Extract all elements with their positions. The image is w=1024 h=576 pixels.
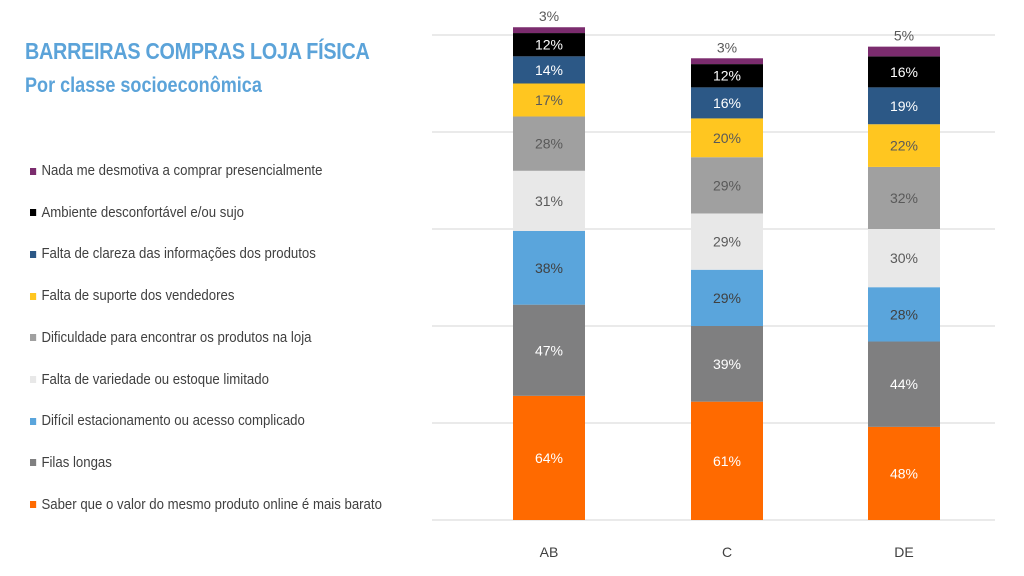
bar-segment [868, 124, 940, 167]
data-label: 28% [535, 136, 563, 152]
data-label: 3% [717, 39, 737, 55]
bar-segment [691, 326, 763, 402]
bar-segment [691, 269, 763, 326]
legend-label: Falta de clareza das informações dos pro… [41, 245, 316, 263]
legend-label: Falta de suporte dos vendedores [41, 287, 235, 305]
bar-segment [868, 426, 940, 520]
legend-label: Falta de variedade ou estoque limitado [41, 370, 269, 388]
legend-label: Ambiente desconfortável e/ou sujo [41, 203, 244, 221]
data-label: 19% [890, 98, 918, 114]
legend-swatch [30, 334, 37, 342]
bar-segment [691, 213, 763, 270]
chart-title: BARREIRAS COMPRAS LOJA FÍSICA [25, 38, 370, 64]
data-label: 12% [713, 68, 741, 84]
bar-segment [513, 304, 585, 396]
data-label: 16% [713, 95, 741, 111]
legend-label: Nada me desmotiva a comprar presencialme… [41, 162, 323, 179]
legend-swatch [30, 417, 37, 425]
bar-segment [868, 46, 940, 57]
legend-label: Difícil estacionamento ou acesso complic… [41, 412, 305, 430]
data-label: 29% [713, 234, 741, 250]
bar-segment [868, 341, 940, 427]
data-label: 48% [890, 465, 918, 481]
bar-segment [691, 401, 763, 520]
bar-segment [513, 27, 585, 34]
data-label: 30% [890, 250, 918, 266]
bar-segment [691, 157, 763, 214]
legend-label: Saber que o valor do mesmo produto onlin… [41, 495, 382, 513]
data-label: 5% [894, 28, 914, 44]
bar-segment [691, 64, 763, 88]
bar-segment [691, 58, 763, 65]
chart-subtitle: Por classe socioeconômica [25, 74, 262, 97]
bar-segment [868, 56, 940, 88]
x-tick-label: AB [540, 544, 559, 560]
legend-item: Nada me desmotiva a comprar presencialme… [30, 162, 322, 179]
data-label: 20% [713, 130, 741, 146]
bar-segment [691, 118, 763, 158]
bar-segment [868, 287, 940, 342]
data-label: 39% [713, 356, 741, 372]
bar-segment [513, 170, 585, 231]
data-label: 31% [535, 193, 563, 209]
legend-item: Difícil estacionamento ou acesso complic… [30, 412, 305, 429]
bar-segment [868, 166, 940, 229]
bar-segment [868, 229, 940, 288]
legend-swatch [30, 209, 37, 217]
legend-item: Ambiente desconfortável e/ou sujo [30, 204, 244, 221]
bar-segment [513, 230, 585, 305]
bar-segment [691, 87, 763, 119]
data-label: 61% [713, 453, 741, 469]
data-label: 16% [890, 64, 918, 80]
bar-segment [513, 56, 585, 84]
data-label: 64% [535, 450, 563, 466]
data-label: 28% [890, 306, 918, 322]
legend-item: Dificuldade para encontrar os produtos n… [30, 329, 311, 346]
data-label: 44% [890, 376, 918, 392]
legend-swatch [30, 250, 37, 258]
data-label: 47% [535, 342, 563, 358]
data-label: 29% [713, 290, 741, 306]
data-label: 12% [535, 37, 563, 53]
legend-swatch [30, 459, 37, 467]
legend-label: Dificuldade para encontrar os produtos n… [41, 328, 312, 346]
legend-swatch [30, 292, 37, 300]
legend-label: Filas longas [41, 453, 112, 471]
data-label: 17% [535, 92, 563, 108]
legend-swatch [30, 167, 37, 175]
legend-item: Falta de suporte dos vendedores [30, 287, 234, 304]
data-label: 29% [713, 177, 741, 193]
bar-segment [868, 87, 940, 125]
bar-segment [513, 33, 585, 57]
legend-swatch [30, 376, 37, 384]
legend-item: Filas longas [30, 454, 112, 471]
data-label: 38% [535, 260, 563, 276]
legend-item: Falta de clareza das informações dos pro… [30, 245, 316, 262]
x-tick-label: C [722, 544, 732, 560]
x-tick-label: DE [894, 544, 913, 560]
legend-item: Saber que o valor do mesmo produto onlin… [30, 496, 382, 513]
data-label: 32% [890, 190, 918, 206]
data-label: 14% [535, 62, 563, 78]
bar-segment [513, 116, 585, 171]
bar-segment [513, 395, 585, 520]
bar-segment [513, 83, 585, 117]
data-label: 3% [539, 8, 559, 24]
data-label: 22% [890, 138, 918, 154]
legend-swatch [30, 501, 37, 509]
legend-item: Falta de variedade ou estoque limitado [30, 371, 269, 388]
